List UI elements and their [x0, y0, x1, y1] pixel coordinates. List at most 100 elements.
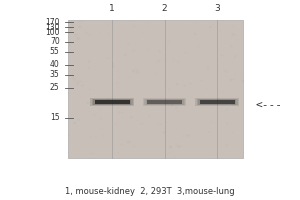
- Ellipse shape: [78, 118, 80, 121]
- Ellipse shape: [118, 111, 121, 114]
- Ellipse shape: [117, 152, 119, 154]
- Ellipse shape: [93, 90, 94, 91]
- Text: 100: 100: [45, 28, 60, 37]
- Ellipse shape: [88, 67, 90, 69]
- Text: 35: 35: [50, 70, 60, 79]
- Bar: [90, 98, 134, 106]
- Ellipse shape: [76, 83, 79, 85]
- Bar: [146, 99, 184, 105]
- Ellipse shape: [73, 78, 76, 80]
- Ellipse shape: [234, 57, 236, 58]
- Ellipse shape: [117, 154, 118, 155]
- Ellipse shape: [164, 59, 165, 60]
- Ellipse shape: [124, 53, 127, 56]
- Ellipse shape: [130, 116, 133, 119]
- Ellipse shape: [81, 21, 82, 22]
- Ellipse shape: [189, 104, 190, 105]
- Ellipse shape: [77, 119, 78, 120]
- Ellipse shape: [132, 70, 134, 71]
- Ellipse shape: [122, 112, 124, 114]
- Ellipse shape: [80, 81, 82, 82]
- Ellipse shape: [68, 44, 70, 46]
- Ellipse shape: [224, 70, 225, 71]
- Ellipse shape: [88, 111, 90, 112]
- Ellipse shape: [112, 63, 114, 65]
- Ellipse shape: [127, 141, 130, 144]
- Ellipse shape: [72, 76, 74, 78]
- Ellipse shape: [209, 26, 212, 28]
- Ellipse shape: [225, 109, 228, 111]
- Ellipse shape: [171, 104, 174, 107]
- Ellipse shape: [230, 80, 232, 81]
- Ellipse shape: [91, 153, 93, 155]
- Ellipse shape: [78, 26, 81, 28]
- Ellipse shape: [232, 103, 235, 106]
- Ellipse shape: [88, 60, 91, 63]
- Ellipse shape: [133, 145, 135, 147]
- Ellipse shape: [182, 126, 183, 127]
- Bar: [144, 99, 185, 105]
- Text: 55: 55: [50, 47, 60, 56]
- Text: 15: 15: [50, 113, 60, 122]
- Bar: [195, 98, 239, 106]
- Ellipse shape: [200, 80, 202, 81]
- Ellipse shape: [163, 131, 165, 134]
- Ellipse shape: [207, 67, 209, 69]
- Ellipse shape: [230, 78, 233, 81]
- Text: <---: <---: [255, 101, 282, 111]
- Ellipse shape: [76, 37, 80, 40]
- Ellipse shape: [234, 55, 237, 57]
- Text: 130: 130: [45, 23, 60, 32]
- Bar: [147, 100, 182, 104]
- Ellipse shape: [99, 109, 101, 111]
- Ellipse shape: [194, 33, 197, 35]
- Bar: [93, 99, 131, 105]
- Ellipse shape: [88, 34, 91, 36]
- Ellipse shape: [117, 107, 119, 109]
- Text: 2: 2: [162, 4, 167, 13]
- Ellipse shape: [176, 83, 178, 85]
- Bar: [198, 99, 236, 105]
- Ellipse shape: [86, 102, 89, 104]
- Text: 1, mouse-kidney  2, 293T  3,mouse-lung: 1, mouse-kidney 2, 293T 3,mouse-lung: [65, 187, 235, 196]
- Ellipse shape: [112, 66, 115, 68]
- Ellipse shape: [230, 45, 232, 48]
- Ellipse shape: [177, 145, 180, 148]
- Ellipse shape: [133, 26, 135, 27]
- Bar: [197, 99, 238, 105]
- Text: 1: 1: [109, 4, 115, 13]
- Text: 25: 25: [50, 83, 60, 92]
- Bar: [92, 99, 133, 105]
- Ellipse shape: [148, 115, 150, 117]
- Ellipse shape: [199, 46, 200, 47]
- Ellipse shape: [217, 97, 220, 100]
- Text: 40: 40: [50, 60, 60, 69]
- Ellipse shape: [216, 154, 217, 155]
- Ellipse shape: [68, 135, 70, 137]
- Bar: [94, 100, 130, 104]
- Ellipse shape: [219, 31, 221, 33]
- Ellipse shape: [158, 50, 161, 52]
- Ellipse shape: [234, 78, 236, 79]
- Ellipse shape: [99, 32, 101, 33]
- Ellipse shape: [136, 120, 137, 121]
- Ellipse shape: [107, 98, 110, 100]
- Bar: [143, 98, 187, 106]
- Ellipse shape: [231, 33, 234, 36]
- Ellipse shape: [136, 71, 140, 73]
- Ellipse shape: [114, 124, 116, 125]
- Bar: [68, 20, 243, 158]
- Ellipse shape: [241, 80, 244, 83]
- Ellipse shape: [169, 146, 172, 149]
- Ellipse shape: [132, 70, 135, 73]
- Ellipse shape: [74, 33, 78, 36]
- Ellipse shape: [121, 144, 122, 145]
- Text: 3: 3: [214, 4, 220, 13]
- Ellipse shape: [130, 21, 131, 22]
- Ellipse shape: [220, 54, 223, 57]
- Ellipse shape: [164, 80, 166, 81]
- Ellipse shape: [208, 131, 210, 133]
- Ellipse shape: [195, 23, 196, 24]
- Ellipse shape: [107, 57, 110, 59]
- Ellipse shape: [232, 25, 234, 27]
